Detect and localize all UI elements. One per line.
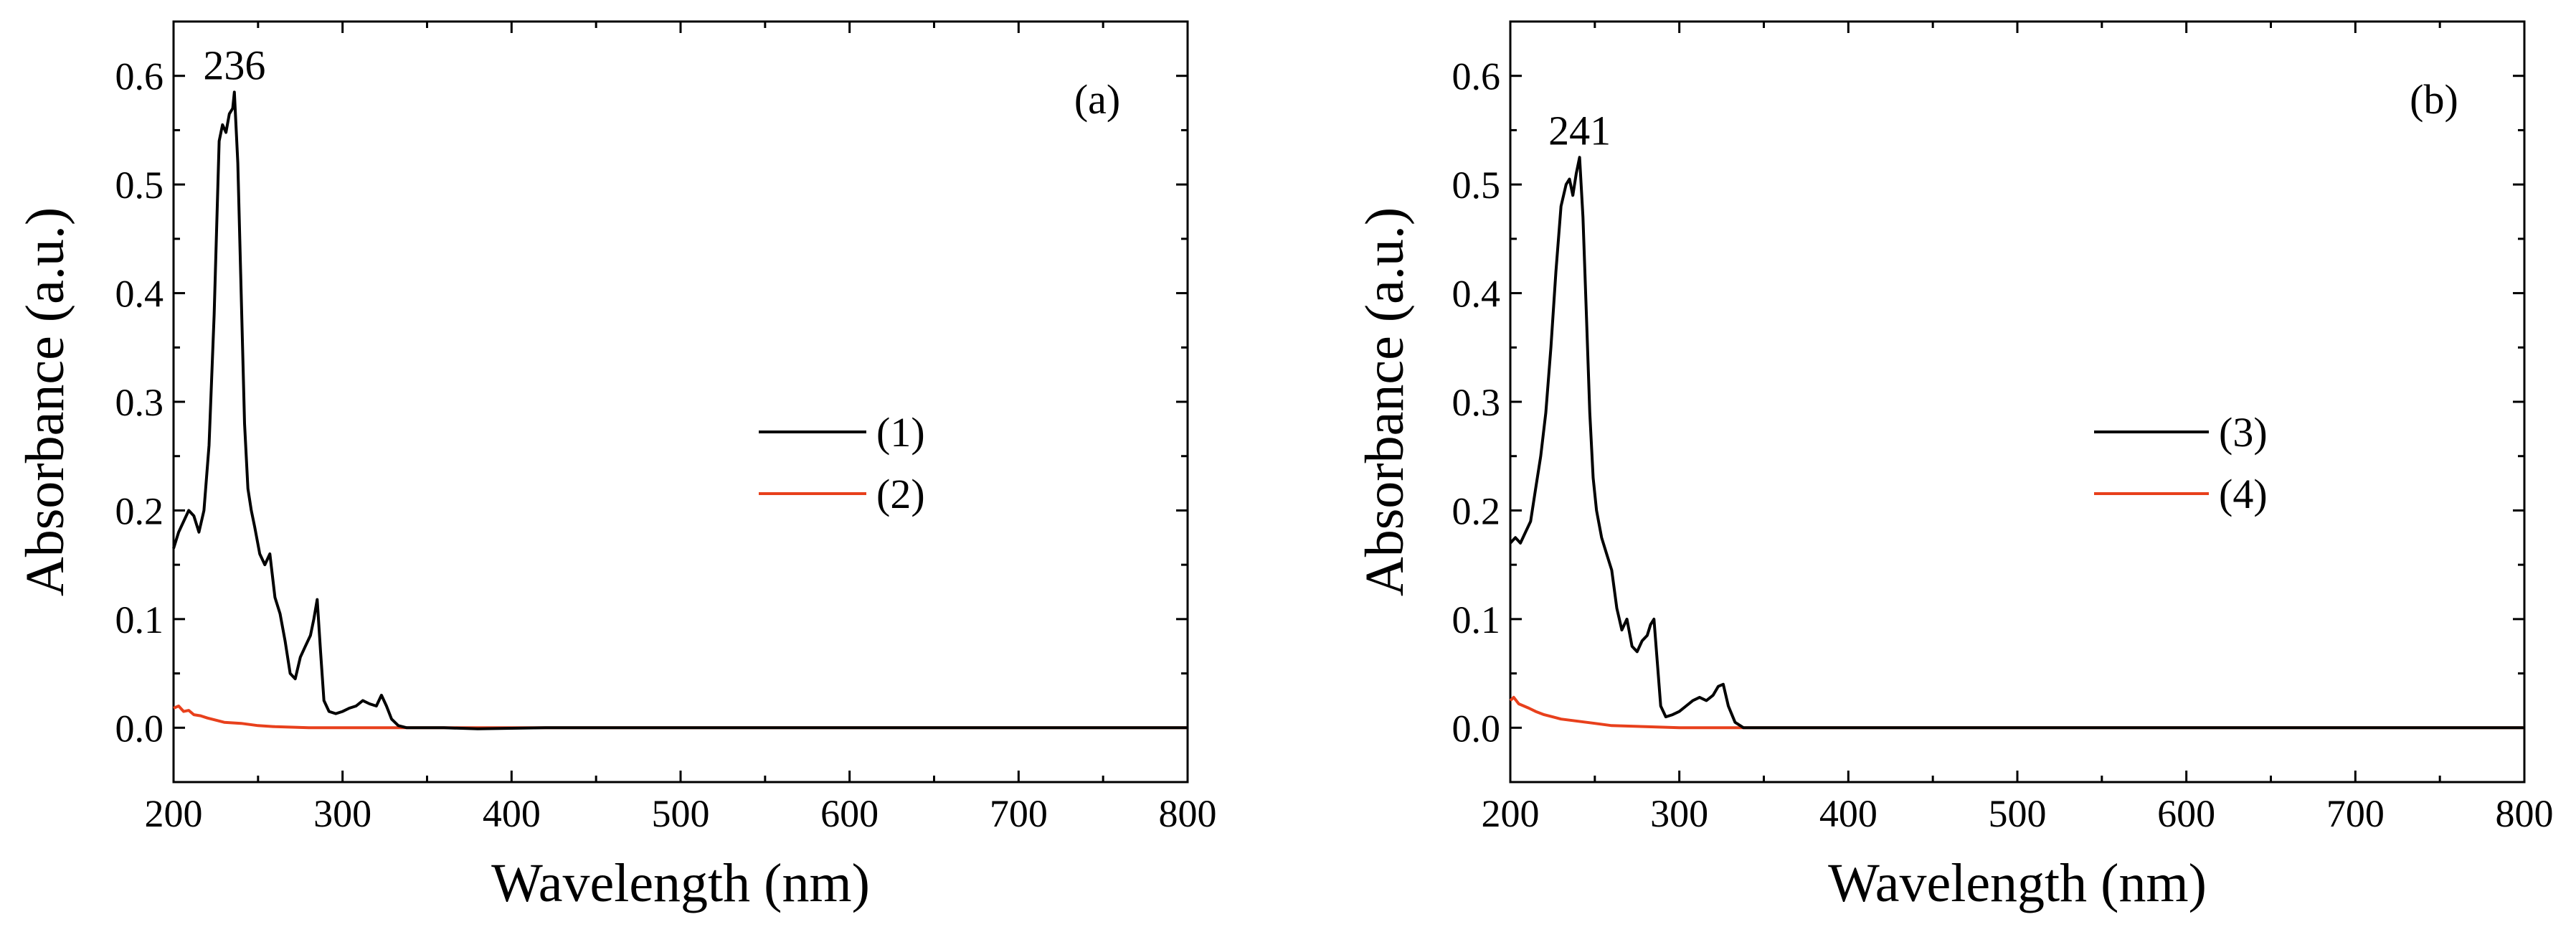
y-axis-title: Absorbance (a.u.): [15, 207, 75, 596]
series-layer: [172, 90, 1188, 730]
x-axis-title: Wavelength (nm): [1828, 853, 2207, 913]
legend-label: (3): [2219, 409, 2268, 456]
x-tick-label: 300: [313, 792, 371, 835]
legend-label: (4): [2219, 471, 2268, 517]
y-axis: 0.0 0.1 0.2 0.3 0.4 0.5 0.6: [1452, 20, 2524, 784]
y-tick-label: 0.4: [1452, 273, 1501, 316]
y-tick-label: 0.3: [1452, 381, 1501, 424]
x-axis: 200 300 400 500 600 700 800: [145, 22, 1217, 835]
peak-label: 236: [203, 42, 265, 88]
y-tick-label: 0.2: [1452, 489, 1501, 532]
legend: (1) (2): [759, 409, 925, 517]
x-tick-label: 400: [483, 792, 541, 835]
x-tick-label: 800: [1159, 792, 1217, 835]
y-tick-label: 0.0: [115, 707, 164, 750]
series-line: [172, 90, 1188, 730]
series-line: [1509, 156, 2524, 730]
x-tick-label: 800: [2496, 792, 2554, 835]
y-tick-label: 0.6: [1452, 55, 1501, 98]
x-tick-label: 500: [1989, 792, 2047, 835]
legend-label: (2): [876, 471, 925, 517]
y-tick-label: 0.5: [1452, 164, 1501, 207]
plot-frame: [1509, 20, 2526, 784]
chart-panel-b: 0.0 0.1 0.2 0.3 0.4 0.5 0.6 200 300 400 500 600 700…: [1355, 20, 2554, 913]
x-tick-label: 500: [652, 792, 710, 835]
panel-label: (a): [1074, 76, 1120, 123]
y-tick-label: 0.3: [115, 381, 164, 424]
legend: (3) (4): [2094, 409, 2268, 517]
x-axis: 200 300 400 500 600 700 800: [1482, 22, 2554, 835]
y-tick-label: 0.0: [1452, 707, 1501, 750]
y-tick-label: 0.4: [115, 273, 164, 316]
y-tick-label: 0.1: [1452, 598, 1501, 641]
x-tick-label: 400: [1819, 792, 1877, 835]
annotations: 236: [203, 42, 265, 88]
y-tick-label: 0.1: [115, 598, 164, 641]
series-line: [173, 705, 1188, 730]
x-tick-label: 700: [990, 792, 1048, 835]
x-axis-title: Wavelength (nm): [491, 853, 870, 913]
x-tick-label: 700: [2326, 792, 2385, 835]
series-layer: [1509, 156, 2524, 730]
x-tick-label: 600: [2157, 792, 2215, 835]
panel-label: (b): [2410, 76, 2458, 123]
chart-panel-a: 0.0 0.1 0.2 0.3 0.4 0.5 0.6 200 300 400 500 600 700…: [15, 20, 1217, 913]
legend-label: (1): [876, 409, 925, 456]
y-axis: 0.0 0.1 0.2 0.3 0.4 0.5 0.6: [115, 20, 1188, 784]
y-tick-label: 0.5: [115, 164, 164, 207]
peak-label: 241: [1548, 107, 1611, 154]
x-tick-label: 600: [820, 792, 879, 835]
plot-frame: [172, 20, 1189, 784]
y-tick-label: 0.2: [115, 489, 164, 532]
y-axis-title: Absorbance (a.u.): [1355, 207, 1415, 596]
x-tick-label: 200: [145, 792, 203, 835]
y-tick-label: 0.6: [115, 55, 164, 98]
x-tick-label: 300: [1650, 792, 1708, 835]
x-tick-label: 200: [1482, 792, 1540, 835]
annotations: 241: [1548, 107, 1611, 154]
